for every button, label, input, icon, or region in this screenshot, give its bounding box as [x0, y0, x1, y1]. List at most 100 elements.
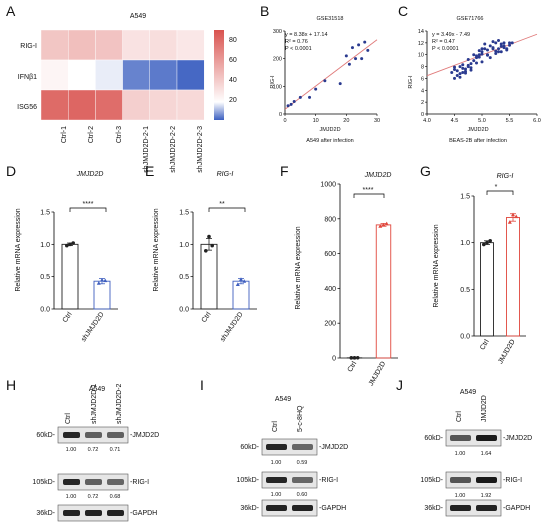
y-tick-label: 400: [324, 286, 336, 293]
y-tick-label: 600: [324, 251, 336, 258]
protein-label: -RIG-I: [130, 479, 149, 486]
blot-band: [107, 510, 124, 516]
heatmap-cell: [67, 59, 96, 91]
y-tick-label: 1.0: [460, 240, 470, 247]
y-tick-label: 0: [279, 112, 282, 118]
scatter-point: [491, 40, 495, 44]
blot-box: [261, 471, 318, 489]
scatter-point: [494, 52, 498, 56]
scatter-point: [494, 41, 498, 45]
band-quant: 0.60: [297, 492, 308, 498]
y-tick-label: 200: [273, 57, 282, 63]
protein-label: -JMJD2D: [503, 435, 532, 442]
band-quant: 1.00: [271, 460, 282, 466]
heatmap-cells: [40, 29, 205, 121]
significance-stars: *: [495, 184, 498, 191]
significance-stars: ****: [363, 187, 374, 194]
scatter-point: [298, 95, 302, 99]
band-quant: 0.71: [110, 447, 121, 453]
y-tick-label: 0.5: [460, 287, 470, 294]
cell-line-label: A549: [89, 386, 105, 393]
mw-marker: 105kD-: [32, 479, 55, 486]
scatter-point: [461, 66, 465, 70]
heatmap-row-label: IFNβ1: [18, 74, 37, 81]
heatmap-colorbar: [214, 30, 224, 120]
panel-h-western-blot: H A549 Ctrl shJMJD2D-1 shJMJD2D-2 60kD- …: [6, 377, 159, 522]
heatmap-cell: [176, 89, 205, 121]
data-point: [381, 222, 386, 227]
heatmap-cell: [40, 29, 69, 61]
scatter-point: [350, 46, 354, 50]
x-category-label: Ctrl: [62, 311, 74, 324]
p-value: P < 0.0001: [432, 46, 459, 52]
scatter-point: [461, 71, 465, 74]
heatmap-col-label: Ctrl-1: [61, 126, 68, 143]
bar: [480, 242, 494, 337]
scatter-point: [458, 72, 462, 76]
scatter-point: [455, 73, 459, 77]
band-quant: 1.00: [66, 447, 77, 453]
scatter-point: [497, 38, 500, 42]
panel-e-letter: E: [145, 163, 154, 179]
protein-label: -RIG-I: [319, 477, 338, 484]
bar: [375, 224, 392, 359]
scatter-point: [483, 47, 487, 51]
heatmap-col-label: shJMJD2D-2-1: [143, 126, 150, 173]
panel-j-letter: J: [396, 377, 403, 393]
scatter-point: [505, 48, 509, 52]
y-tick-label: 800: [324, 216, 336, 223]
data-point: [235, 282, 240, 287]
x-category-label: JMJD2D: [368, 361, 387, 388]
heatmap-cell: [122, 29, 150, 61]
mw-marker: 60kD-: [424, 435, 443, 442]
scatter-point: [354, 57, 358, 61]
heatmap-cell: [95, 89, 123, 121]
y-tick-label: 200: [324, 321, 336, 328]
blot-box: [445, 499, 502, 517]
lane-label: Ctrl: [456, 411, 463, 422]
heatmap-cell: [122, 89, 150, 121]
data-point: [239, 277, 243, 281]
gene-title: RIG-I: [497, 173, 514, 180]
x-tick-label: 4.0: [423, 118, 431, 124]
bar-e-plot: 0.0 0.5 1.0 1.5 Ctrl shJMJD2D: [179, 210, 257, 343]
mw-marker: 60kD-: [36, 432, 55, 439]
significance-bracket: [208, 207, 246, 212]
bar: [61, 243, 79, 310]
cell-line-label: A549: [275, 396, 291, 403]
data-point: [488, 239, 493, 243]
bar-f-plot: 0 200 400 600 800 1000 Ctrl JMJD2D: [320, 182, 398, 388]
scatter-point: [499, 50, 503, 54]
bar: [232, 280, 250, 310]
blot-band: [85, 510, 102, 516]
scatter-point: [477, 55, 481, 59]
scatter-point: [314, 87, 318, 91]
panel-a-letter: A: [6, 3, 16, 19]
band-quant: 1.00: [455, 451, 466, 457]
y-tick-label: 1.0: [40, 242, 50, 249]
scatter-point: [466, 57, 470, 61]
scatter-point: [480, 60, 484, 64]
x-category-label: JMJD2D: [497, 339, 516, 366]
x-tick-label: 0: [283, 118, 286, 124]
scatter-caption: A549 after infection: [306, 138, 353, 144]
scatter-point: [450, 71, 454, 74]
lane-label: Ctrl: [272, 421, 279, 432]
scatter-point: [486, 48, 489, 52]
scatter-point: [308, 95, 312, 99]
regression-equation: y = 8.38x + 17.14: [285, 32, 328, 38]
panel-e-bars: E RIG-I ** Relative mRNA expression 0.00…: [145, 163, 257, 343]
y-tick-label: 10: [418, 53, 424, 59]
y-tick-label: 1.5: [460, 194, 470, 201]
x-tick-label: 5.0: [478, 118, 486, 124]
blot-band: [85, 432, 102, 438]
heatmap-cell: [95, 29, 123, 61]
lane-label: shJMJD2D-1: [91, 383, 98, 424]
protein-label: -GAPDH: [319, 505, 346, 512]
gene-title: RIG-I: [217, 171, 234, 178]
data-point: [242, 279, 247, 283]
scatter-point: [453, 68, 456, 72]
y-tick-label: 0.0: [40, 307, 50, 314]
y-tick-label: 0.0: [460, 334, 470, 341]
y-tick-label: 0: [332, 356, 336, 363]
